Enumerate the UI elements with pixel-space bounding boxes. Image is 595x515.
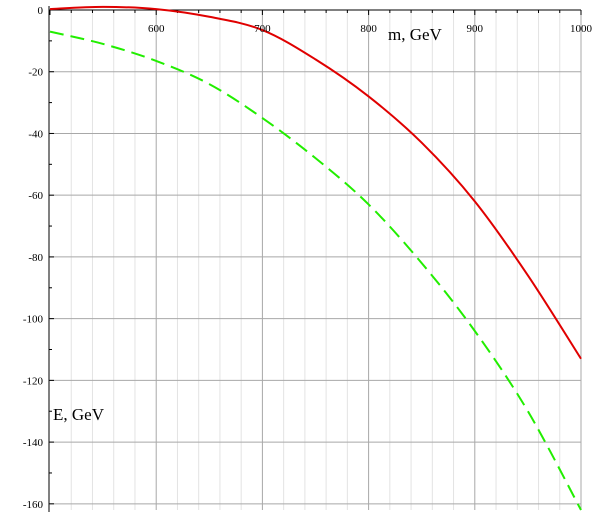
y-axis-title: E, GeV [53, 405, 105, 424]
x-tick-label: 800 [360, 23, 377, 35]
y-tick-label: -140 [23, 437, 44, 449]
x-tick-label: 700 [254, 23, 271, 35]
series-line-green-dashed [49, 30, 582, 511]
y-tick-label: -100 [23, 314, 44, 326]
x-tick-label: 900 [467, 23, 484, 35]
y-tick-label: -20 [28, 67, 43, 79]
tick-labels: 600 700 800 900 1000 0 -20 -40 -60 -80 -100 -120 -14… [23, 5, 593, 511]
y-tick-label: -120 [23, 375, 44, 387]
series [49, 5, 582, 511]
series-line-red [49, 5, 582, 360]
grid [50, 10, 582, 510]
x-axis-title: m, GeV [388, 25, 443, 44]
y-tick-label: -60 [28, 190, 43, 202]
x-tick-label: 1000 [570, 23, 593, 35]
y-tick-label: 0 [38, 5, 44, 17]
y-tick-label: -160 [23, 499, 44, 511]
x-tick-label: 600 [148, 23, 165, 35]
y-tick-label: -40 [28, 128, 43, 140]
axes [48, 6, 582, 512]
y-tick-label: -80 [28, 252, 43, 264]
